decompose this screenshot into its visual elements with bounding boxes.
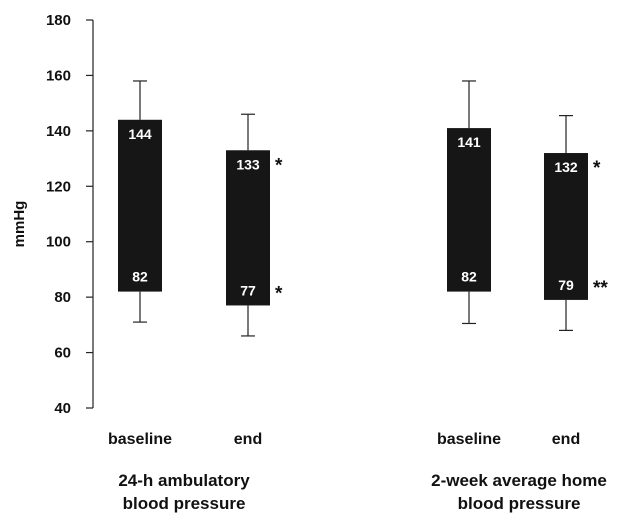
diastolic-value-label: 79 bbox=[558, 277, 574, 293]
y-tick-label: 120 bbox=[46, 178, 71, 195]
systolic-value-label: 133 bbox=[236, 156, 260, 172]
diastolic-value-label: 77 bbox=[240, 282, 256, 298]
systolic-value-label: 144 bbox=[128, 126, 152, 142]
y-tick-label: 140 bbox=[46, 123, 71, 140]
group-label-line2: blood pressure bbox=[458, 494, 581, 513]
y-tick-label: 40 bbox=[54, 400, 71, 417]
diastolic-value-label: 82 bbox=[461, 269, 477, 285]
y-tick-label: 180 bbox=[46, 12, 71, 29]
bp-range-bar bbox=[544, 153, 588, 300]
y-tick-label: 60 bbox=[54, 345, 71, 362]
systolic-value-label: 141 bbox=[457, 134, 481, 150]
bp-range-bar bbox=[447, 128, 491, 292]
category-label: baseline bbox=[108, 431, 172, 448]
group-label-line1: 24-h ambulatory bbox=[118, 471, 250, 490]
category-label: end bbox=[552, 431, 580, 448]
axes: 40 60 80 100 120 140 160 180 mmHg bbox=[11, 12, 94, 417]
y-axis-label: mmHg bbox=[11, 201, 28, 248]
group-label-line2: blood pressure bbox=[123, 494, 246, 513]
diastolic-value-label: 82 bbox=[132, 269, 148, 285]
y-tick-label: 80 bbox=[54, 289, 71, 306]
category-labels: baseline end 24-h ambulatory blood pressure… bbox=[108, 431, 607, 513]
bp-range-bar bbox=[226, 150, 270, 306]
y-tick-label: 160 bbox=[46, 67, 71, 84]
systolic-value-label: 132 bbox=[554, 159, 578, 175]
diastolic-significance-marker: ** bbox=[593, 278, 608, 299]
category-label: end bbox=[234, 431, 262, 448]
systolic-significance-marker: * bbox=[593, 158, 601, 179]
y-tick-label: 100 bbox=[46, 234, 71, 251]
systolic-significance-marker: * bbox=[275, 155, 283, 176]
diastolic-significance-marker: * bbox=[275, 283, 283, 304]
bp-range-bar bbox=[118, 119, 162, 292]
group-label-line1: 2-week average home bbox=[431, 471, 607, 490]
category-label: baseline bbox=[437, 431, 501, 448]
